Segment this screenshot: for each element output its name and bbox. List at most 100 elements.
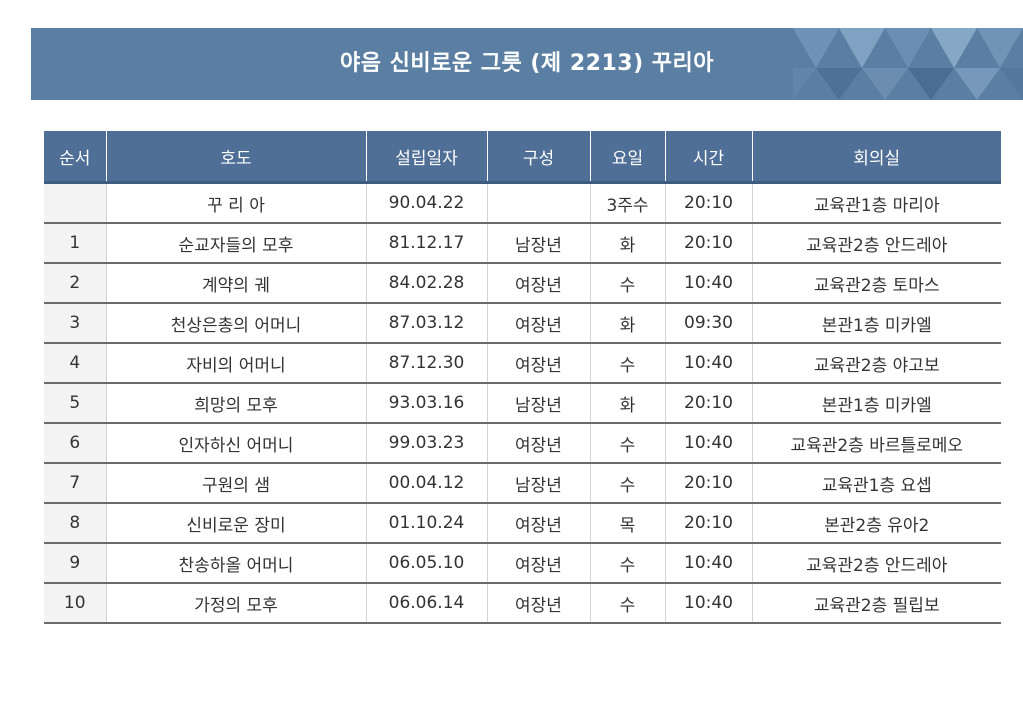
table-row: 2 계약의 궤 84.02.28 여장년 수 10:40 교육관2층 토마스 bbox=[44, 263, 1001, 304]
cell-day: 수 bbox=[590, 423, 666, 464]
cell-founded-date: 06.06.14 bbox=[366, 583, 488, 624]
table-header-row: 순서 호도 설립일자 구성 요일 시간 회의실 bbox=[44, 131, 1001, 184]
cell-founded-date: 87.12.30 bbox=[366, 343, 488, 384]
table-row: 5 희망의 모후 93.03.16 남장년 화 20:10 본관1층 미카엘 bbox=[44, 383, 1001, 424]
cell-room: 교육관2층 토마스 bbox=[752, 263, 1001, 304]
cell-room: 교육관1층 요셉 bbox=[752, 463, 1001, 504]
cell-room: 교육관2층 안드레아 bbox=[752, 543, 1001, 584]
cell-founded-date: 00.04.12 bbox=[366, 463, 488, 504]
table-row: 6 인자하신 어머니 99.03.23 여장년 수 10:40 교육관2층 바르… bbox=[44, 423, 1001, 464]
cell-composition: 남장년 bbox=[487, 463, 591, 504]
cell-name: 희망의 모후 bbox=[106, 383, 367, 424]
cell-founded-date: 81.12.17 bbox=[366, 223, 488, 264]
cell-name: 천상은총의 어머니 bbox=[106, 303, 367, 344]
cell-time: 10:40 bbox=[665, 343, 753, 384]
page-title: 야음 신비로운 그릇 (제 2213) 꾸리아 bbox=[339, 51, 715, 76]
cell-name: 가정의 모후 bbox=[106, 583, 367, 624]
cell-composition: 남장년 bbox=[487, 223, 591, 264]
cell-time: 20:10 bbox=[665, 182, 753, 224]
column-header-day: 요일 bbox=[590, 131, 666, 184]
cell-order: 10 bbox=[44, 583, 107, 624]
cell-composition: 여장년 bbox=[487, 263, 591, 304]
cell-order: 7 bbox=[44, 463, 107, 504]
cell-composition: 여장년 bbox=[487, 343, 591, 384]
cell-name: 순교자들의 모후 bbox=[106, 223, 367, 264]
cell-founded-date: 87.03.12 bbox=[366, 303, 488, 344]
column-header-founded-date: 설립일자 bbox=[366, 131, 488, 184]
title-banner: 야음 신비로운 그릇 (제 2213) 꾸리아 bbox=[31, 28, 1023, 100]
meeting-schedule-table: 순서 호도 설립일자 구성 요일 시간 회의실 꾸 리 아 90.04.22 3… bbox=[44, 131, 1001, 624]
cell-day: 수 bbox=[590, 343, 666, 384]
cell-time: 20:10 bbox=[665, 503, 753, 544]
cell-time: 10:40 bbox=[665, 583, 753, 624]
cell-founded-date: 84.02.28 bbox=[366, 263, 488, 304]
cell-time: 20:10 bbox=[665, 463, 753, 504]
cell-order: 8 bbox=[44, 503, 107, 544]
table-row: 9 찬송하올 어머니 06.05.10 여장년 수 10:40 교육관2층 안드… bbox=[44, 543, 1001, 584]
cell-composition: 남장년 bbox=[487, 383, 591, 424]
cell-order: 5 bbox=[44, 383, 107, 424]
column-header-order: 순서 bbox=[44, 131, 107, 184]
cell-room: 교육관2층 필립보 bbox=[752, 583, 1001, 624]
table-row: 7 구원의 샘 00.04.12 남장년 수 20:10 교육관1층 요셉 bbox=[44, 463, 1001, 504]
cell-time: 10:40 bbox=[665, 263, 753, 304]
cell-day: 수 bbox=[590, 543, 666, 584]
column-header-name: 호도 bbox=[106, 131, 367, 184]
cell-composition: 여장년 bbox=[487, 503, 591, 544]
cell-name: 찬송하올 어머니 bbox=[106, 543, 367, 584]
cell-name: 꾸 리 아 bbox=[106, 182, 367, 224]
cell-name: 계약의 궤 bbox=[106, 263, 367, 304]
cell-composition: 여장년 bbox=[487, 543, 591, 584]
table-row: 1 순교자들의 모후 81.12.17 남장년 화 20:10 교육관2층 안드… bbox=[44, 223, 1001, 264]
table-row: 꾸 리 아 90.04.22 3주수 20:10 교육관1층 마리아 bbox=[44, 182, 1001, 224]
cell-order: 9 bbox=[44, 543, 107, 584]
cell-day: 화 bbox=[590, 303, 666, 344]
cell-founded-date: 93.03.16 bbox=[366, 383, 488, 424]
triangle-pattern-decoration bbox=[793, 28, 1023, 100]
cell-composition: 여장년 bbox=[487, 583, 591, 624]
cell-day: 화 bbox=[590, 383, 666, 424]
cell-time: 09:30 bbox=[665, 303, 753, 344]
table-row: 8 신비로운 장미 01.10.24 여장년 목 20:10 본관2층 유아2 bbox=[44, 503, 1001, 544]
cell-room: 교육관2층 야고보 bbox=[752, 343, 1001, 384]
cell-name: 자비의 어머니 bbox=[106, 343, 367, 384]
cell-day: 3주수 bbox=[590, 182, 666, 224]
cell-time: 20:10 bbox=[665, 383, 753, 424]
cell-day: 수 bbox=[590, 463, 666, 504]
cell-name: 신비로운 장미 bbox=[106, 503, 367, 544]
cell-day: 수 bbox=[590, 583, 666, 624]
cell-order: 1 bbox=[44, 223, 107, 264]
cell-room: 본관1층 미카엘 bbox=[752, 303, 1001, 344]
cell-day: 화 bbox=[590, 223, 666, 264]
cell-room: 교육관1층 마리아 bbox=[752, 182, 1001, 224]
table-row: 10 가정의 모후 06.06.14 여장년 수 10:40 교육관2층 필립보 bbox=[44, 583, 1001, 624]
cell-room: 교육관2층 바르틀로메오 bbox=[752, 423, 1001, 464]
cell-order: 3 bbox=[44, 303, 107, 344]
cell-day: 수 bbox=[590, 263, 666, 304]
cell-name: 구원의 샘 bbox=[106, 463, 367, 504]
table-row: 3 천상은총의 어머니 87.03.12 여장년 화 09:30 본관1층 미카… bbox=[44, 303, 1001, 344]
column-header-composition: 구성 bbox=[487, 131, 591, 184]
cell-name: 인자하신 어머니 bbox=[106, 423, 367, 464]
cell-founded-date: 06.05.10 bbox=[366, 543, 488, 584]
cell-room: 본관1층 미카엘 bbox=[752, 383, 1001, 424]
cell-order: 2 bbox=[44, 263, 107, 304]
cell-room: 본관2층 유아2 bbox=[752, 503, 1001, 544]
column-header-room: 회의실 bbox=[752, 131, 1001, 184]
cell-founded-date: 01.10.24 bbox=[366, 503, 488, 544]
cell-time: 10:40 bbox=[665, 423, 753, 464]
table-row: 4 자비의 어머니 87.12.30 여장년 수 10:40 교육관2층 야고보 bbox=[44, 343, 1001, 384]
cell-day: 목 bbox=[590, 503, 666, 544]
cell-order: 6 bbox=[44, 423, 107, 464]
cell-time: 20:10 bbox=[665, 223, 753, 264]
cell-order bbox=[44, 182, 107, 224]
column-header-time: 시간 bbox=[665, 131, 753, 184]
cell-order: 4 bbox=[44, 343, 107, 384]
cell-time: 10:40 bbox=[665, 543, 753, 584]
cell-composition: 여장년 bbox=[487, 303, 591, 344]
cell-founded-date: 90.04.22 bbox=[366, 182, 488, 224]
cell-founded-date: 99.03.23 bbox=[366, 423, 488, 464]
cell-composition: 여장년 bbox=[487, 423, 591, 464]
cell-room: 교육관2층 안드레아 bbox=[752, 223, 1001, 264]
cell-composition bbox=[487, 182, 591, 224]
